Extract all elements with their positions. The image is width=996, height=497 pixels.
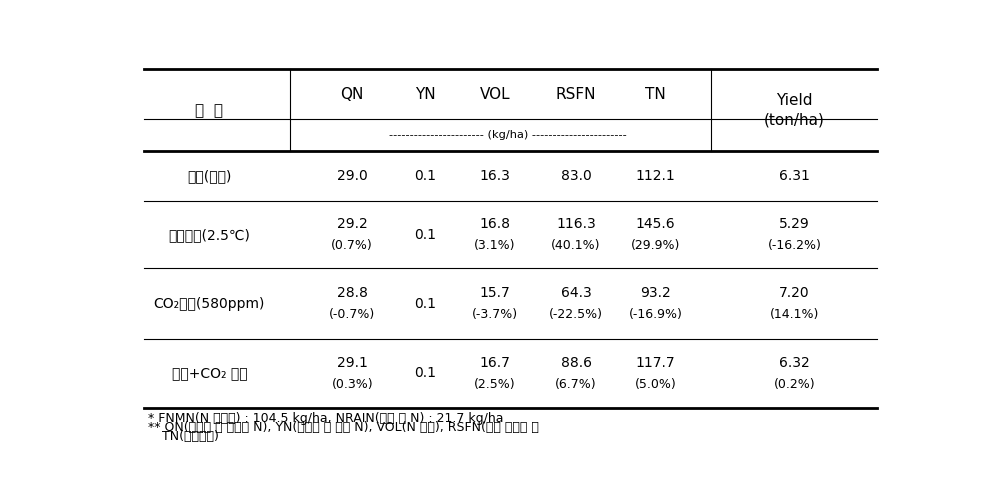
Text: 구  분: 구 분: [195, 103, 223, 118]
Text: 0.1: 0.1: [414, 228, 436, 242]
Text: 83.0: 83.0: [561, 169, 592, 183]
Text: 온도+CO₂ 상승: 온도+CO₂ 상승: [171, 366, 247, 380]
Text: (-22.5%): (-22.5%): [549, 308, 603, 321]
Text: (2.5%): (2.5%): [474, 378, 516, 391]
Text: 117.7: 117.7: [635, 356, 675, 370]
Text: QN: QN: [341, 86, 364, 101]
Text: 29.1: 29.1: [337, 356, 368, 370]
Text: RSFN: RSFN: [556, 86, 597, 101]
Text: YN: YN: [415, 86, 436, 101]
Text: 5.29: 5.29: [779, 217, 810, 231]
Text: (29.9%): (29.9%): [630, 239, 680, 252]
Text: 88.6: 88.6: [561, 356, 592, 370]
Text: 29.2: 29.2: [337, 217, 368, 231]
Text: 64.3: 64.3: [561, 286, 592, 300]
Text: 0.1: 0.1: [414, 297, 436, 311]
Text: 16.8: 16.8: [479, 217, 511, 231]
Text: 16.7: 16.7: [480, 356, 510, 370]
Text: 0.1: 0.1: [414, 366, 436, 380]
Text: TN(총질소량): TN(총질소량): [161, 430, 218, 443]
Text: Yield
(ton/ha): Yield (ton/ha): [764, 93, 825, 128]
Text: (40.1%): (40.1%): [552, 239, 601, 252]
Text: (14.1%): (14.1%): [770, 308, 819, 321]
Text: 112.1: 112.1: [635, 169, 675, 183]
Text: 0.1: 0.1: [414, 169, 436, 183]
Text: (0.7%): (0.7%): [332, 239, 374, 252]
Text: 6.31: 6.31: [779, 169, 810, 183]
Text: (3.1%): (3.1%): [474, 239, 516, 252]
Text: 7.20: 7.20: [779, 286, 810, 300]
Text: 6.32: 6.32: [779, 356, 810, 370]
Text: (6.7%): (6.7%): [555, 378, 597, 391]
Text: 29.0: 29.0: [337, 169, 368, 183]
Text: VOL: VOL: [480, 86, 510, 101]
Text: TN: TN: [645, 86, 666, 101]
Text: * FNMN(N 시비량) : 104.5 kg/ha, NRAIN(강우 중 N) : 21.7 kg/ha: * FNMN(N 시비량) : 104.5 kg/ha, NRAIN(강우 중 …: [147, 412, 503, 425]
Text: (0.3%): (0.3%): [332, 378, 374, 391]
Text: (5.0%): (5.0%): [634, 378, 676, 391]
Text: 15.7: 15.7: [480, 286, 510, 300]
Text: CO₂상승(580ppm): CO₂상승(580ppm): [153, 297, 265, 311]
Text: 116.3: 116.3: [556, 217, 596, 231]
Text: 대조(노지): 대조(노지): [187, 169, 232, 183]
Text: 16.3: 16.3: [480, 169, 510, 183]
Text: 온도상승(2.5℃): 온도상승(2.5℃): [168, 228, 250, 242]
Text: (-16.9%): (-16.9%): [628, 308, 682, 321]
Text: (0.2%): (0.2%): [774, 378, 816, 391]
Text: (-3.7%): (-3.7%): [472, 308, 518, 321]
Text: (-0.7%): (-0.7%): [329, 308, 375, 321]
Text: ** QN(유거수 중 미네랄 N), YN(유거수 중 유기 N), VOL(N 휘산), RSFN(기저 유출수 중: ** QN(유거수 중 미네랄 N), YN(유거수 중 유기 N), VOL(…: [147, 421, 539, 434]
Text: 145.6: 145.6: [635, 217, 675, 231]
Text: (-16.2%): (-16.2%): [768, 239, 822, 252]
Text: ----------------------- (kg/ha) -----------------------: ----------------------- (kg/ha) --------…: [388, 130, 626, 140]
Text: 93.2: 93.2: [640, 286, 671, 300]
Text: 28.8: 28.8: [337, 286, 368, 300]
